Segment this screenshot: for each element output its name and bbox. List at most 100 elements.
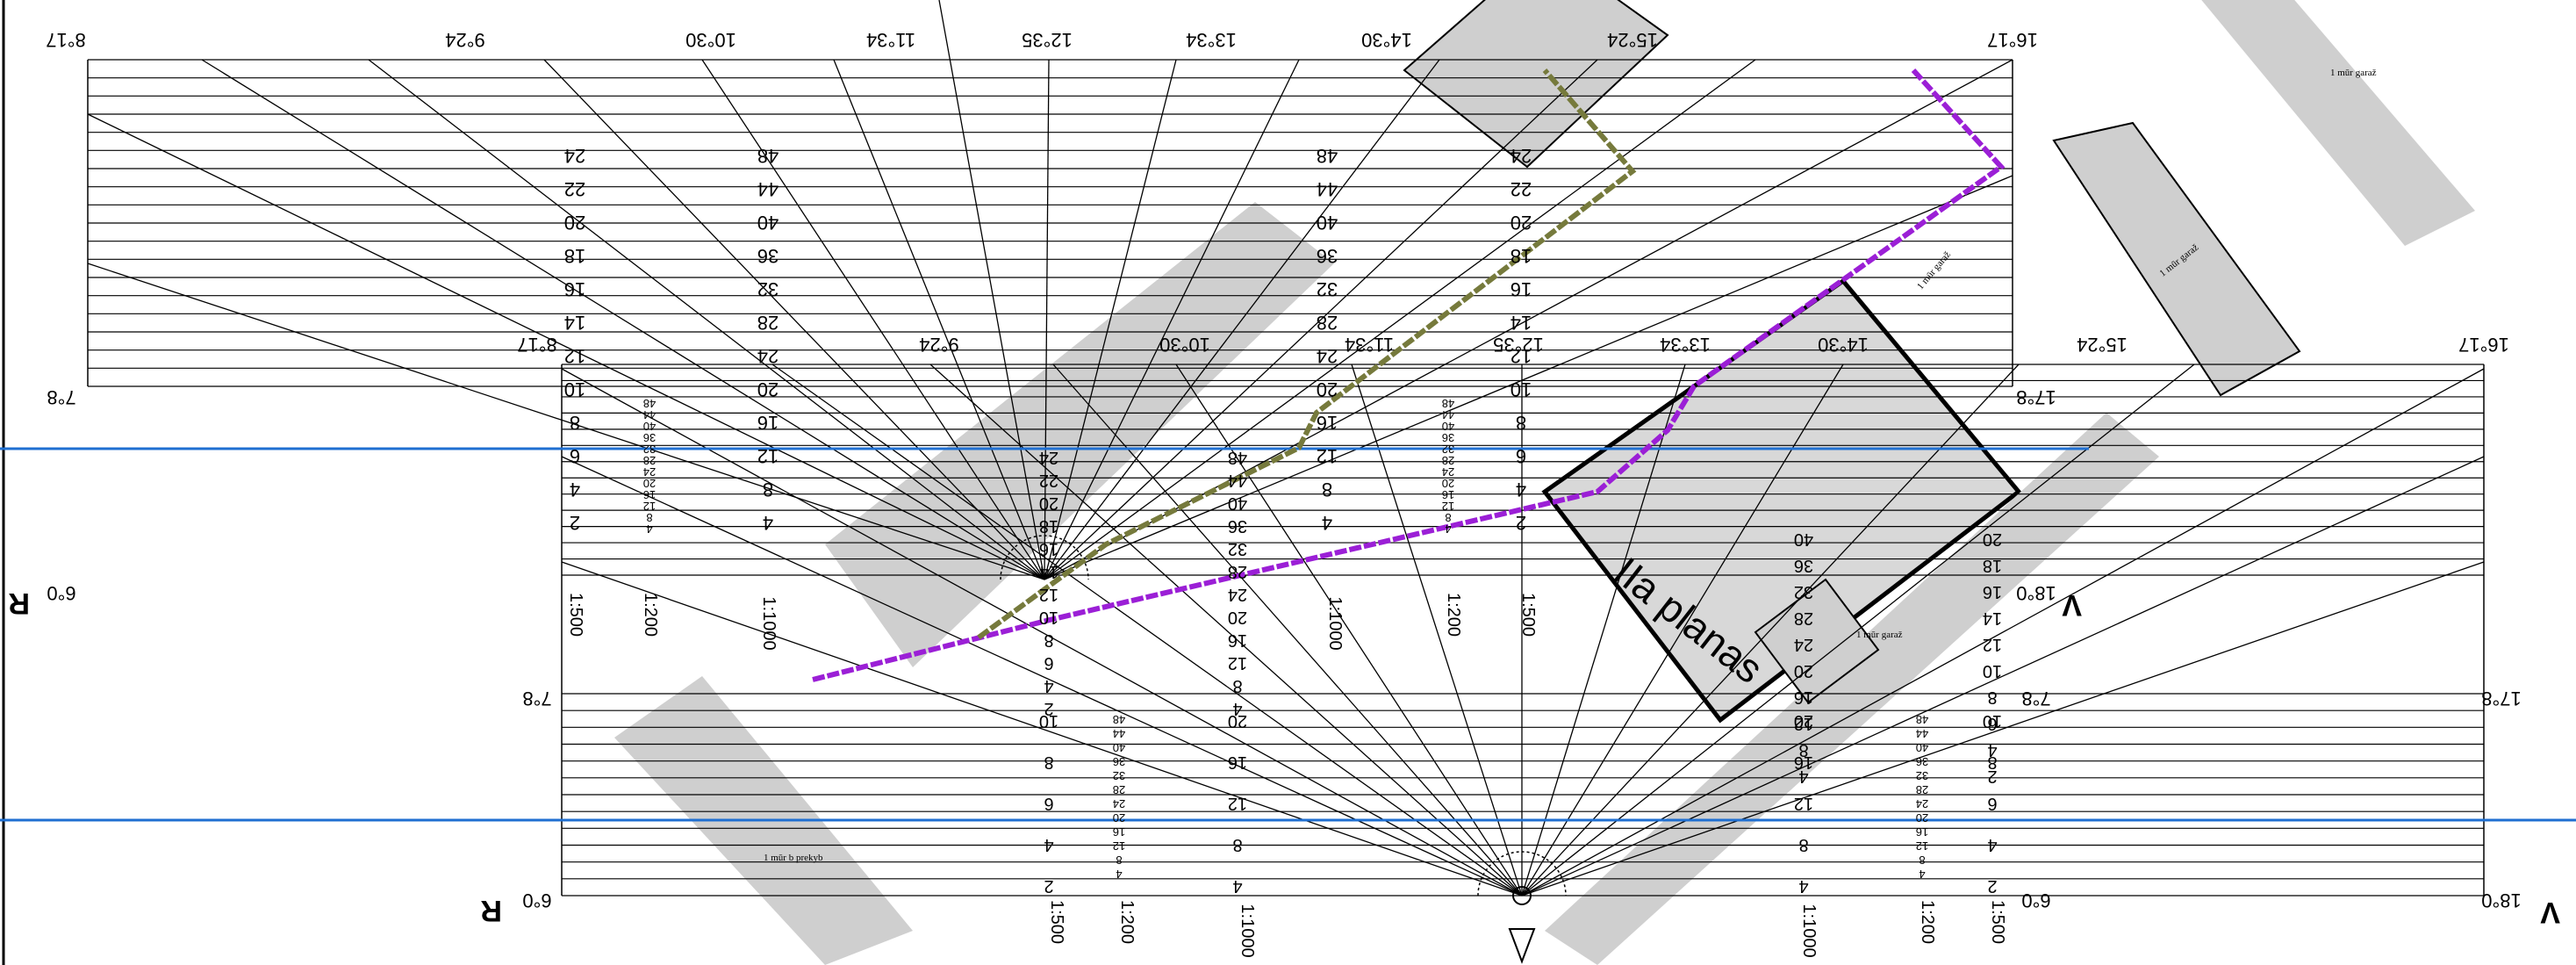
radial-line-top (1044, 59, 1050, 580)
number-col: 16 (1317, 412, 1338, 434)
north-arrow-icon (1508, 886, 1536, 964)
number-col-small: 16 (1113, 825, 1125, 839)
number-col: 8 (1798, 740, 1808, 760)
number-col: 36 (1228, 516, 1247, 536)
top-tick-label: 14°30 (1361, 29, 1412, 51)
number-col-small: 48 (1916, 713, 1928, 726)
number-col-small: 36 (1113, 755, 1125, 768)
number-col: 2 (1987, 767, 1997, 786)
radial-line-top (1044, 59, 1177, 580)
radial-lines (87, 0, 2485, 897)
radial-line-top (833, 59, 1045, 580)
number-col: 24 (1794, 635, 1813, 654)
number-col-small: 40 (1113, 741, 1125, 754)
mid-tick-label: 11°34 (1345, 334, 1394, 356)
number-col: 32 (1228, 539, 1247, 558)
horizontal-grid (87, 59, 2485, 897)
number-col: 24 (1510, 145, 1532, 167)
corner-tick-label: 6°0 (522, 889, 551, 911)
number-col-small: 48 (643, 397, 656, 410)
building-center-diagonal (825, 202, 1334, 667)
number-col: 10 (1983, 661, 2002, 681)
number-col: 4 (1987, 740, 1997, 760)
number-col-small: 28 (1916, 783, 1928, 796)
number-col: 8 (1232, 835, 1242, 854)
radial-line-top (701, 59, 1045, 580)
number-col: 8 (1987, 688, 1997, 707)
corner-tick-label: 6°0 (47, 582, 75, 604)
purple-route (812, 68, 2006, 682)
mid-tick-label: 9°24 (919, 334, 959, 356)
radial-line-bottom (1521, 364, 1844, 897)
number-col: 4 (1798, 876, 1808, 896)
number-col: 24 (1317, 345, 1338, 367)
scale-label: 1:500 (566, 593, 585, 637)
number-col: 12 (1794, 714, 1813, 733)
mid-tick-label: 13°34 (1660, 334, 1711, 356)
radial-line-top (1044, 59, 1300, 580)
number-col: 12 (757, 445, 779, 467)
corner-tick-label: 17°8 (2481, 688, 2522, 709)
number-col-small: 44 (1442, 408, 1454, 421)
number-col: 12 (1510, 345, 1532, 367)
number-col-small: 32 (1916, 769, 1928, 782)
radial-line-top (1044, 175, 2013, 580)
number-col: 16 (1228, 630, 1247, 650)
number-col: 20 (1039, 493, 1058, 513)
number-col: 4 (1232, 699, 1242, 718)
number-col: 16 (1228, 753, 1247, 772)
scale-label: 1:500 (1988, 900, 2007, 944)
building-right-garage (2052, 121, 2301, 397)
number-col: 8 (763, 479, 773, 501)
radial-line-bottom (1052, 364, 1523, 897)
number-col: 44 (1317, 178, 1338, 200)
number-col: 20 (1983, 529, 2002, 549)
radial-line-bottom (1521, 364, 2020, 897)
corner-tick-label: 7°8 (522, 688, 551, 709)
number-col-small: 32 (643, 443, 656, 456)
letter-v-right: V (2540, 896, 2560, 929)
number-col: 2 (1516, 512, 1526, 534)
number-col-small: 8 (1919, 853, 1925, 867)
top-tick-label: 9°24 (445, 29, 485, 51)
number-col-small: 20 (643, 477, 656, 490)
number-col: 12 (1039, 585, 1058, 604)
number-col: 2 (570, 512, 580, 534)
number-col-small: 32 (1442, 443, 1454, 456)
radial-line-top (938, 0, 1045, 580)
mid-tick-label: 14°30 (1818, 334, 1869, 356)
number-col: 8 (1044, 753, 1053, 772)
radial-line-bottom-arc (1477, 851, 1567, 897)
top-tick-label: 13°34 (1186, 29, 1237, 51)
number-col-small: 24 (1113, 797, 1125, 810)
radial-line-top (87, 263, 1045, 580)
number-col: 32 (757, 278, 779, 300)
number-col: 6 (1044, 794, 1053, 813)
number-col: 8 (1798, 835, 1808, 854)
number-col-small: 4 (1116, 868, 1122, 881)
number-col: 20 (564, 212, 585, 234)
number-col: 40 (1317, 212, 1338, 234)
letter-r-left: R (8, 587, 30, 620)
number-col-small: 16 (643, 488, 656, 501)
radial-line-top (1044, 59, 1756, 580)
building-note-1: 1 mūr garaž (2330, 68, 2377, 78)
radial-line-bottom (561, 561, 1523, 897)
number-col: 2 (1044, 876, 1053, 896)
building-note-4: 1 mūr b prekyb (764, 853, 823, 863)
number-col: 14 (1983, 609, 2002, 628)
number-col-small: 16 (1916, 825, 1928, 839)
radial-line-bottom (929, 364, 1523, 897)
number-col-small: 36 (1916, 755, 1928, 768)
number-col: 28 (1317, 312, 1338, 334)
number-col: 6 (1044, 653, 1053, 673)
number-col-small: 28 (1113, 783, 1125, 796)
number-col-small: 44 (643, 408, 656, 421)
number-col: 28 (1228, 562, 1247, 581)
number-col-small: 48 (1113, 713, 1125, 726)
radial-line-top (368, 59, 1045, 580)
radial-line-bottom (561, 456, 1523, 897)
number-col: 10 (1983, 711, 2002, 731)
number-col: 12 (1228, 653, 1247, 673)
